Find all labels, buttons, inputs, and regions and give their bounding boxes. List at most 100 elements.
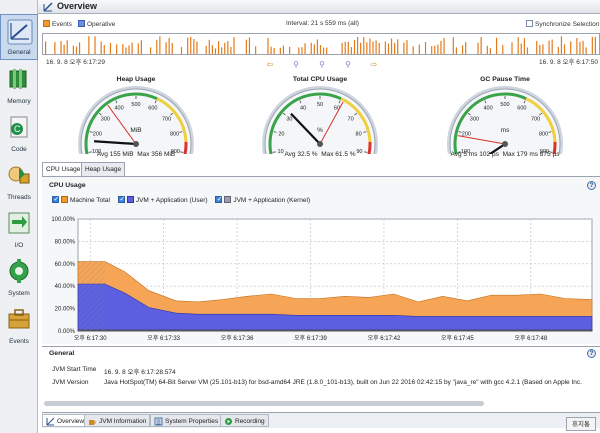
gauge-avg: Avg 155 MiB [96,151,134,158]
event-tick [137,43,139,54]
heap-usage-gauge: Heap Usage 01002003004005006007008009001… [71,76,201,160]
event-tick [227,41,229,54]
gauge-tick-label: 100 [92,149,101,154]
legend-checkbox[interactable] [52,195,59,203]
event-tick [397,39,399,54]
horizontal-scrollbar[interactable] [44,401,484,406]
zoom-out-icon[interactable]: ⚲ [293,60,299,69]
cpu-usage-chart[interactable]: 0.00% 20.00% 40.00% 60.00% 80.00% 100.00% 오후 6… [42,209,600,345]
nav-left-icon[interactable]: ⇦ [266,60,274,69]
help-icon[interactable]: ? [587,181,596,190]
total-cpu-usage-gauge: Total CPU Usage 0102030405060708090100% … [255,76,385,160]
x-tick-label: 오후 6:17:30 [74,334,107,342]
sidebar-item-general[interactable]: General [0,14,38,60]
gauge-hub [133,141,139,147]
sidebar-item-threads[interactable]: Threads [0,158,38,204]
event-tick [585,47,587,54]
event-tick [44,41,47,54]
legend-checkbox[interactable] [215,195,223,203]
tab-overview[interactable]: Overview [42,414,89,427]
gauge-unit: % [317,127,323,134]
tab-system-properties[interactable]: System Properties [150,414,223,427]
nav-right-icon[interactable]: ⇨ [370,60,378,69]
gauge-dial: 0102030405060708090100% [262,86,378,154]
events-timeline[interactable] [42,33,600,55]
gauge-tick [115,100,118,104]
event-tick [103,45,105,54]
gauge-tick-label: 400 [484,106,493,112]
event-tick [350,47,352,54]
tab-cpu-usage[interactable]: CPU Usage [42,162,85,177]
gauge-yellow-band [525,97,557,142]
operative-legend[interactable]: Operative [78,20,115,28]
overview-icon [46,417,55,426]
trash-button[interactable]: 휴지통 [566,417,596,431]
code-icon: C [10,116,28,138]
event-tick [502,45,504,54]
gauge-tick-label: 40 [300,106,306,112]
help-icon[interactable]: ? [587,349,596,358]
gauge-red-band [552,141,557,154]
legend-checkbox[interactable] [117,195,125,203]
gauge-title: Total CPU Usage [292,76,348,83]
gauge-max: Max 356 MiB [137,151,176,158]
legend-label: Machine Total [70,197,110,204]
event-tick [131,42,133,54]
sidebar-item-system[interactable]: System [0,254,38,300]
event-tick [66,40,68,54]
y-tick-label: 100.00% [51,217,75,223]
event-tick [304,43,306,54]
sidebar-item-label: Threads [7,194,31,201]
gauge-tick [548,131,552,133]
event-tick [495,37,498,54]
event-tick [394,42,396,54]
threads-icon [8,166,30,184]
y-tick-label: 20.00% [55,307,76,313]
area-jvm-user [77,283,593,332]
tab-heap-usage[interactable]: Heap Usage [81,162,126,176]
event-tick [486,45,488,54]
gauge-tick-label: 200 [462,132,471,138]
legend-jvm-kernel[interactable]: JVM + Application (Kernel) [215,195,310,204]
event-tick [356,37,359,54]
jvm-start-time-value: 16. 9. 8 오후 6:17:28.574 [104,369,176,376]
events-legend[interactable]: Events [43,20,72,28]
sidebar-item-events[interactable]: Events [0,302,38,348]
sidebar-item-label: Memory [7,98,31,105]
zoom-in-icon[interactable]: ⚲ [319,60,325,69]
gauge-dial: 01002003004005006007008009001000ms [447,86,563,154]
gauge-tick-label: 100 [461,149,470,154]
tab-jvm-information[interactable]: JVM Information [84,414,151,427]
event-tick [341,42,343,54]
event-tick [54,42,56,54]
gauge-tick-label: 70 [348,116,354,122]
gauge-tick [299,100,302,104]
gauge-tick-label: 80 [356,132,362,138]
event-tick [289,46,291,54]
sidebar-item-code[interactable]: C Code [0,110,38,156]
legend-jvm-user[interactable]: JVM + Application (User) [117,195,208,204]
zoom-fit-icon[interactable]: ⚲ [345,60,351,69]
gauge-face [80,88,192,154]
synchronize-selection-checkbox[interactable]: Synchronize Selection [526,20,599,28]
event-tick [406,40,408,54]
legend-swatch [126,196,134,203]
gauge-tick [458,131,462,133]
sidebar-item-io[interactable]: I/O [0,206,38,252]
synchronize-checkbox-box[interactable] [526,20,533,27]
gauge-yellow-band [156,97,188,142]
gauge-green-band [268,92,342,154]
y-tick-label: 80.00% [55,239,76,245]
event-tick [128,45,130,54]
gauge-stats: Avg 32.5 % Max 61.5 % [255,151,385,158]
gauge-tick-label: 50 [317,102,323,108]
event-tick [282,45,285,54]
gauge-tick-label: 500 [500,102,509,108]
tab-recording[interactable]: Recording [220,414,269,427]
sidebar-item-memory[interactable]: Memory [0,62,38,108]
panel-title: CPU Usage [49,182,86,189]
tab-label: System Properties [165,418,219,425]
legend-machine-total[interactable]: Machine Total [52,195,110,204]
event-tick [140,40,142,54]
cpu-usage-panel: CPU Usage ? Machine Total JVM + Applicat… [42,176,600,344]
